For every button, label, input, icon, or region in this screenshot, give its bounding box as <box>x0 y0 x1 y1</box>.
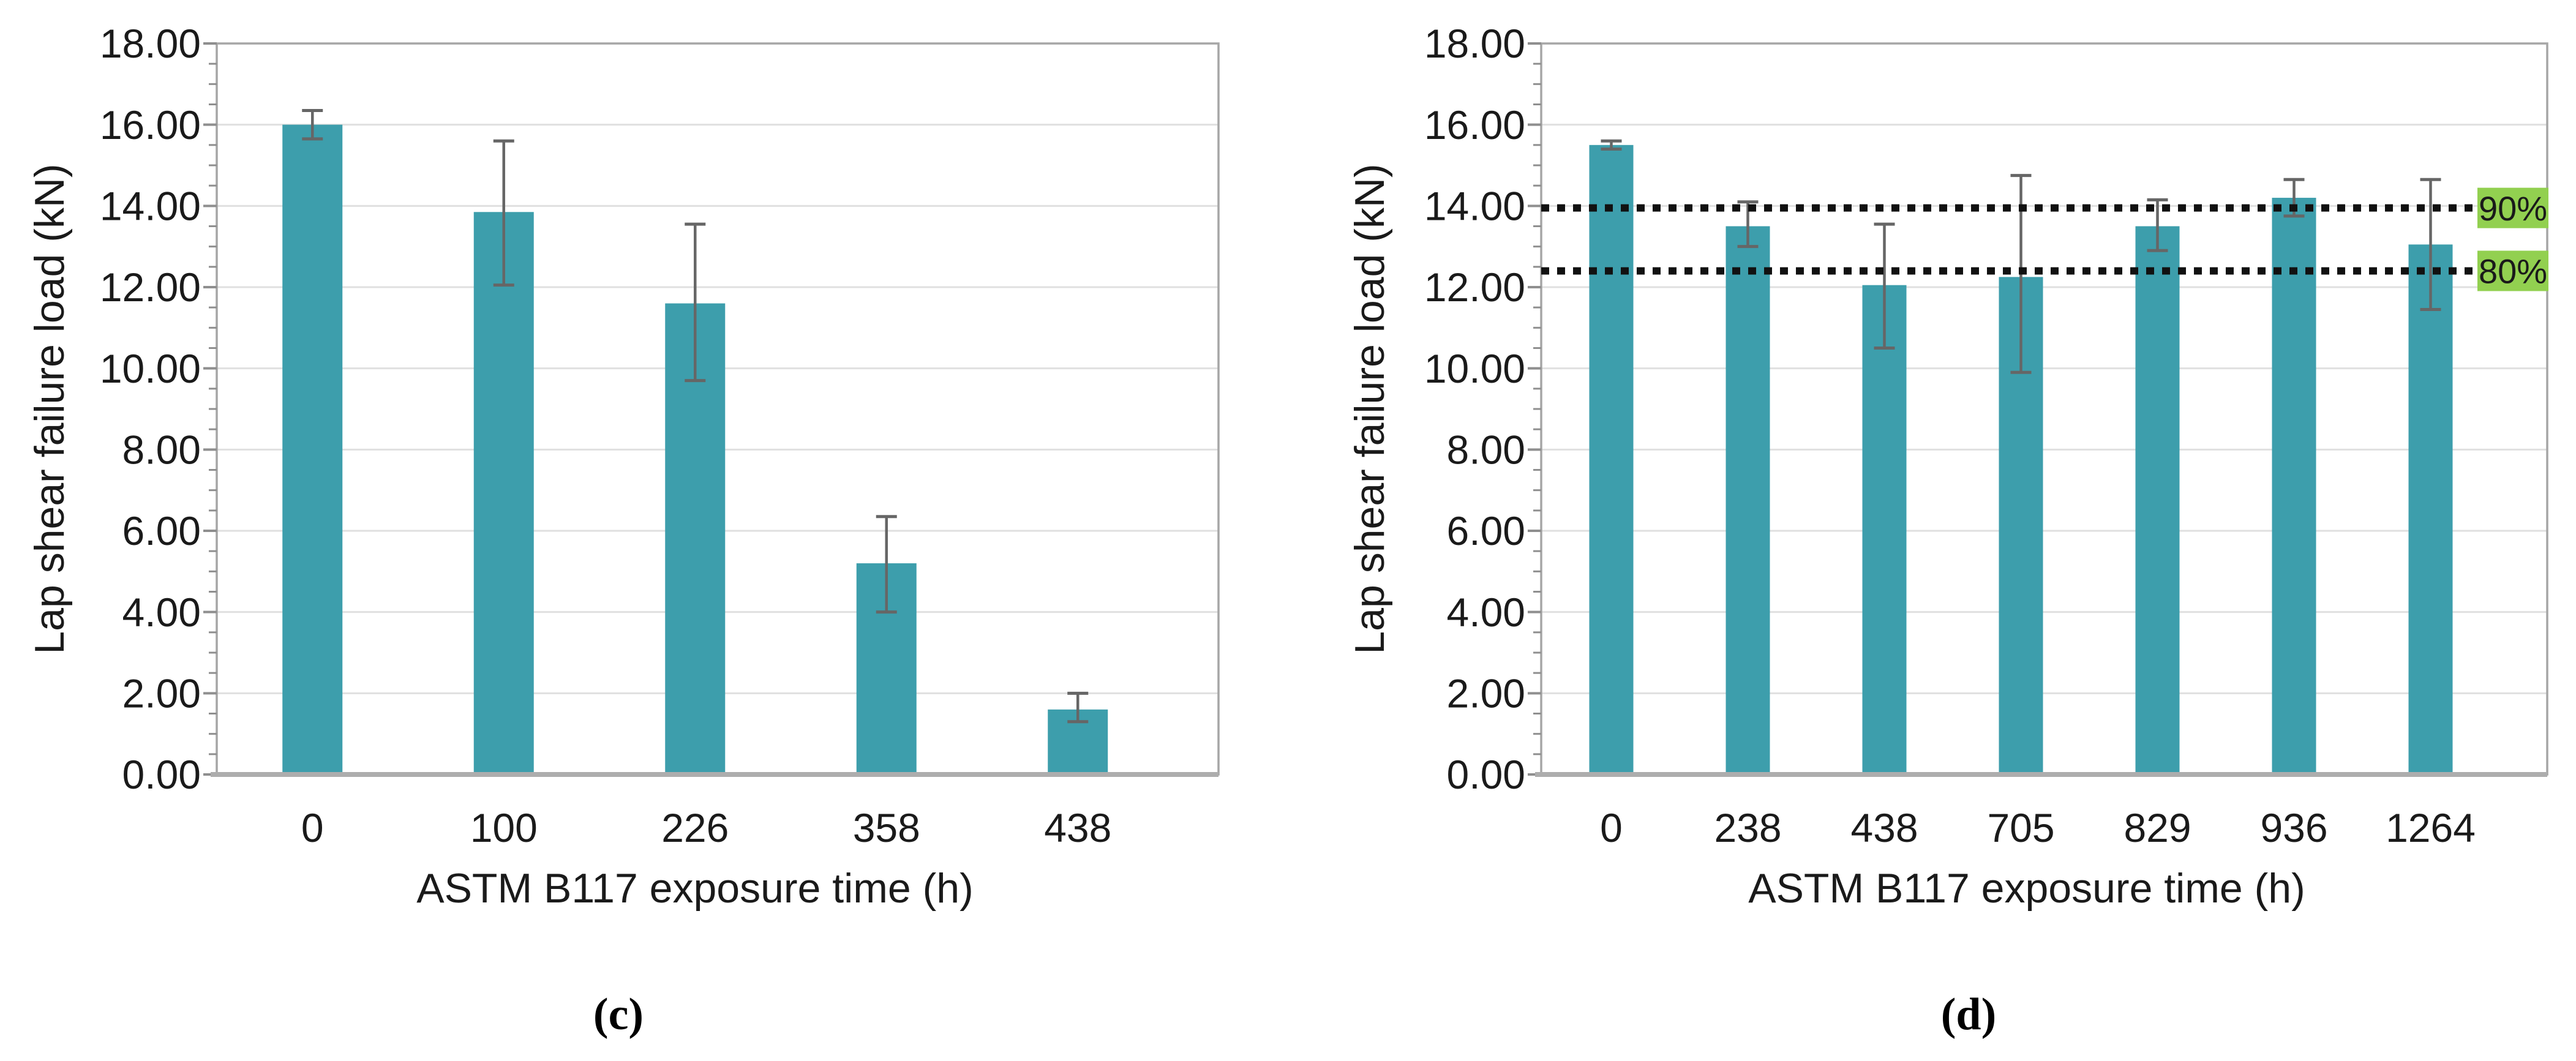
y-tick-label: 2.00 <box>1447 670 1525 716</box>
y-tick-label: 16.00 <box>100 102 201 148</box>
x-tick-label: 358 <box>853 805 920 850</box>
y-tick-label: 6.00 <box>122 508 201 553</box>
bar <box>1862 285 1907 774</box>
x-tick-label: 705 <box>1987 805 2054 850</box>
y-tick-label: 18.00 <box>100 21 201 66</box>
y-tick-label: 12.00 <box>1424 264 1525 310</box>
y-tick-label: 4.00 <box>1447 590 1525 635</box>
x-tick-label: 438 <box>1850 805 1918 850</box>
bar <box>2408 244 2453 775</box>
y-tick-label: 2.00 <box>122 670 201 716</box>
x-tick-label: 0 <box>1600 805 1623 850</box>
y-tick-label: 4.00 <box>122 590 201 635</box>
plot-border <box>1540 42 2548 776</box>
y-tick-label: 0.00 <box>122 752 201 797</box>
bar <box>282 124 343 775</box>
x-tick-label: 936 <box>2260 805 2327 850</box>
reference-line-label-bg <box>2477 250 2548 291</box>
x-axis-title: ASTM B117 exposure time (h) <box>1748 865 2305 912</box>
caption-chart-c: (c) <box>593 989 644 1040</box>
x-tick-label: 438 <box>1044 805 1111 850</box>
y-tick-label: 14.00 <box>100 183 201 228</box>
bar <box>473 212 534 774</box>
x-tick-label: 1264 <box>2386 805 2476 850</box>
y-tick-label: 8.00 <box>122 427 201 472</box>
y-axis-title: Lap shear failure load (kN) <box>1346 163 1393 654</box>
caption-chart-d: (d) <box>1940 989 1997 1040</box>
y-tick-label: 0.00 <box>1447 752 1525 797</box>
bar <box>2272 198 2316 775</box>
x-tick-label: 0 <box>301 805 324 850</box>
reference-line-label: 90% <box>2479 189 2547 228</box>
y-tick-label: 8.00 <box>1447 427 1525 472</box>
bar <box>1725 226 1770 774</box>
y-axis-title: Lap shear failure load (kN) <box>26 163 73 654</box>
bar <box>2135 226 2180 774</box>
x-axis-title: ASTM B117 exposure time (h) <box>416 865 974 912</box>
y-tick-label: 6.00 <box>1447 508 1525 553</box>
x-tick-label: 829 <box>2124 805 2191 850</box>
x-tick-label: 226 <box>661 805 729 850</box>
y-tick-label: 10.00 <box>100 346 201 391</box>
bar <box>1589 144 1634 774</box>
y-tick-label: 16.00 <box>1424 102 1525 148</box>
x-tick-label: 100 <box>470 805 538 850</box>
reference-line-label: 80% <box>2479 252 2547 291</box>
y-tick-label: 12.00 <box>100 264 201 310</box>
y-tick-label: 14.00 <box>1424 183 1525 228</box>
x-tick-label: 238 <box>1714 805 1781 850</box>
y-tick-label: 18.00 <box>1424 21 1525 66</box>
y-tick-label: 10.00 <box>1424 346 1525 391</box>
reference-line-label-bg <box>2477 187 2548 228</box>
